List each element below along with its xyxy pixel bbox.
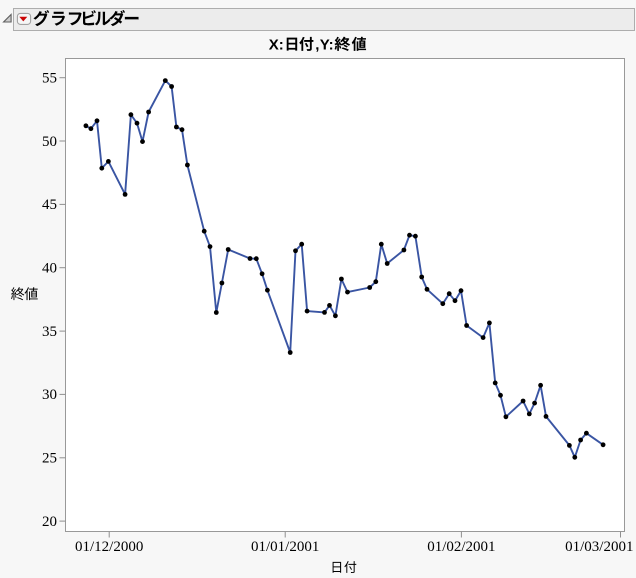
- svg-text:Y:: Y:: [320, 37, 334, 54]
- svg-text:01/03/2001: 01/03/2001: [565, 539, 633, 555]
- svg-text:20: 20: [42, 514, 57, 530]
- svg-text:01/02/2001: 01/02/2001: [427, 539, 495, 555]
- svg-text:50: 50: [42, 134, 57, 150]
- svg-text:,: ,: [315, 37, 319, 54]
- svg-text:01/12/2000: 01/12/2000: [75, 539, 143, 555]
- svg-text:X:: X:: [269, 37, 284, 54]
- svg-text:01/01/2001: 01/01/2001: [251, 539, 319, 555]
- svg-text:25: 25: [42, 451, 57, 467]
- svg-text:30: 30: [42, 387, 57, 403]
- svg-text:55: 55: [42, 71, 57, 87]
- svg-text:45: 45: [42, 197, 57, 213]
- svg-text:35: 35: [42, 324, 57, 340]
- svg-text:40: 40: [42, 261, 57, 277]
